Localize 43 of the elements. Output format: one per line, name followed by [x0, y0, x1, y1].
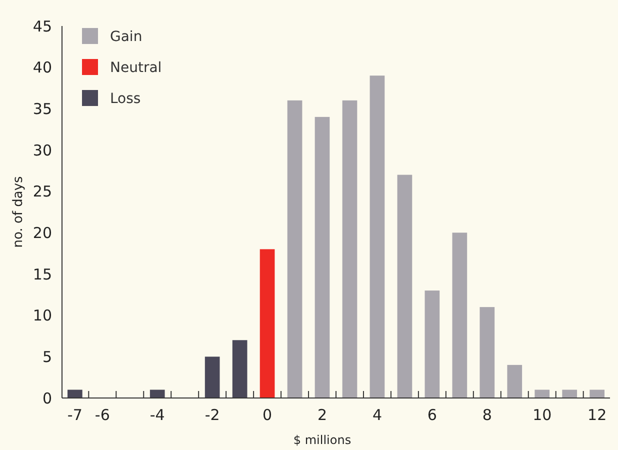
bar	[370, 76, 385, 398]
y-tick-label: 25	[32, 182, 52, 201]
legend-label: Neutral	[110, 60, 162, 76]
x-tick-label: 8	[482, 406, 492, 424]
bar	[287, 100, 302, 398]
x-tick-label: -2	[204, 406, 220, 424]
y-tick-label: 15	[32, 265, 52, 284]
x-axis-title: $ millions	[293, 433, 352, 447]
bar	[507, 364, 522, 398]
y-tick-label: 40	[32, 58, 52, 77]
bar	[150, 390, 165, 398]
x-tick-label: 6	[427, 406, 437, 424]
x-tick-label: 10	[532, 406, 552, 424]
y-tick-label: 20	[32, 224, 52, 242]
x-tick-label: -7	[67, 406, 82, 424]
x-tick-label: 0	[262, 406, 272, 424]
bar	[480, 307, 495, 398]
bar	[67, 390, 82, 398]
bar	[452, 232, 468, 398]
legend-label: Loss	[110, 90, 141, 107]
bar	[424, 290, 440, 398]
bar	[534, 390, 550, 398]
x-tick-label: -4	[150, 406, 165, 424]
x-tick-label: -6	[94, 406, 110, 424]
y-tick-label: 35	[32, 100, 52, 118]
bar	[204, 356, 220, 398]
x-tick-label: 4	[372, 406, 382, 424]
legend-label: Gain	[110, 28, 142, 45]
x-tick-label: 12	[588, 406, 607, 424]
bar	[397, 174, 412, 398]
y-tick-label: 5	[42, 348, 52, 366]
bar	[590, 390, 605, 398]
y-tick-label: 0	[42, 389, 52, 408]
bar	[260, 249, 275, 398]
bar	[562, 390, 578, 398]
y-tick-label: 45	[32, 17, 52, 36]
y-tick-label: 30	[32, 141, 52, 160]
x-tick-label: 2	[317, 406, 328, 424]
bar	[314, 116, 330, 398]
y-tick-label: 10	[32, 306, 52, 325]
y-axis-title: no. of days	[11, 176, 26, 248]
bar	[232, 340, 248, 398]
bar	[342, 100, 358, 398]
